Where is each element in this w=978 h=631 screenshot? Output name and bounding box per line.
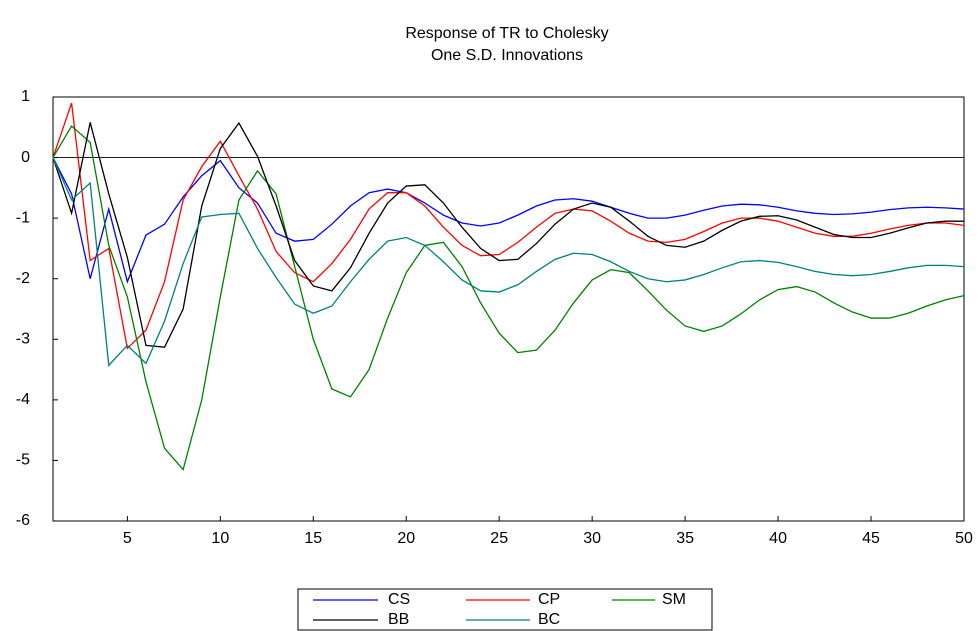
series-line xyxy=(52,125,965,471)
x-tick-label: 35 xyxy=(676,530,694,547)
y-tick-label: -2 xyxy=(16,270,30,287)
y-tick-label: 1 xyxy=(21,88,30,105)
series-line xyxy=(52,102,965,350)
chart-title: Response of TR to Cholesky xyxy=(405,25,608,42)
legend-label: CP xyxy=(538,591,560,608)
x-tick-label: 45 xyxy=(862,530,880,547)
series-line xyxy=(52,157,965,284)
y-tick-label: -1 xyxy=(16,209,30,226)
y-tick-label: -6 xyxy=(16,512,30,529)
x-tick-label: 50 xyxy=(955,530,973,547)
x-tick-label: 30 xyxy=(583,530,601,547)
chart-subtitle: One S.D. Innovations xyxy=(431,47,583,64)
legend-box xyxy=(297,588,713,631)
x-tick-label: 10 xyxy=(211,530,229,547)
x-tick-label: 20 xyxy=(397,530,415,547)
legend-label: BC xyxy=(538,611,560,628)
x-tick-label: 15 xyxy=(304,530,322,547)
legend-label: CS xyxy=(388,591,410,608)
legend-label: SM xyxy=(662,591,686,608)
y-tick-label: 0 xyxy=(21,149,30,166)
series-line xyxy=(52,121,964,348)
y-tick-label: -3 xyxy=(16,331,30,348)
x-tick-label: 25 xyxy=(490,530,508,547)
plot-frame xyxy=(52,96,965,522)
y-tick-label: -4 xyxy=(16,391,30,408)
legend-label: BB xyxy=(388,611,409,628)
x-tick-label: 5 xyxy=(123,530,132,547)
y-tick-label: -5 xyxy=(16,452,30,469)
x-tick-label: 40 xyxy=(769,530,787,547)
series-line xyxy=(52,157,965,367)
